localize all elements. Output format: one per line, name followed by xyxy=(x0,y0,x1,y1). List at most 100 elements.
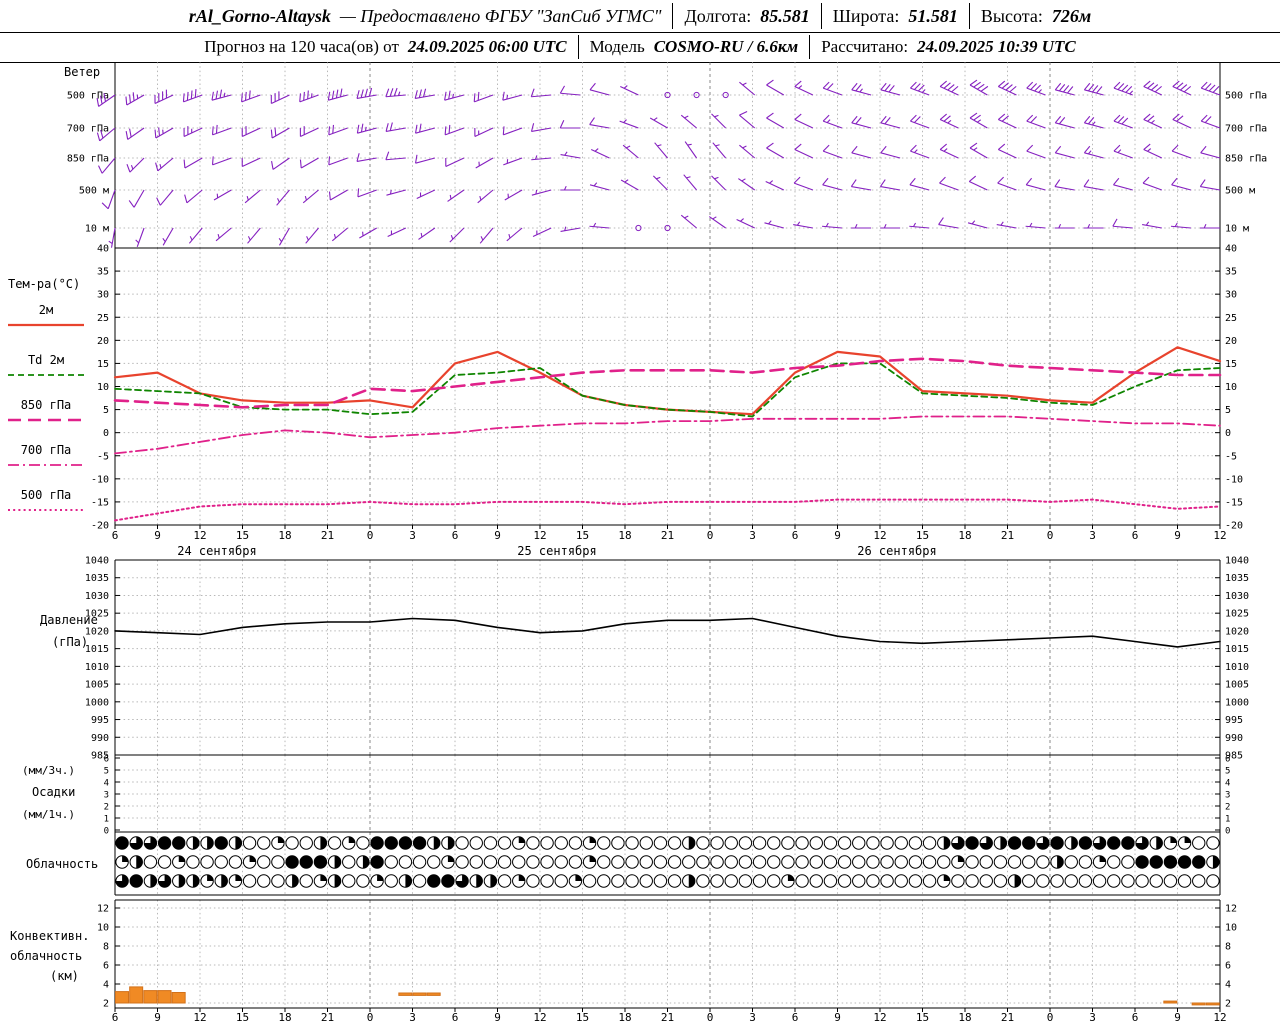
cloud-cover-icon xyxy=(144,836,157,850)
wind-barb-staff xyxy=(159,189,174,206)
wind-barb-halftick xyxy=(714,176,719,180)
wind-barb-halftick xyxy=(162,237,166,243)
wind-barb-halftick xyxy=(626,145,631,149)
wind-barb-halftick xyxy=(687,143,692,146)
y-tick-label: 15 xyxy=(97,359,109,370)
hour-label: 9 xyxy=(154,1011,161,1024)
wind-barb-tick xyxy=(1147,115,1155,122)
wind-barb-staff xyxy=(939,86,959,96)
cloud-cover-icon xyxy=(667,855,682,869)
wind-barb-tick xyxy=(190,90,193,100)
cloud-cover-icon xyxy=(1150,855,1163,869)
y-tick-label: 10 xyxy=(1225,382,1237,393)
wind-barb-icon xyxy=(414,88,435,100)
wind-barb-icon xyxy=(270,127,290,139)
wind-barb-staff xyxy=(244,189,261,204)
y-tick-label: 2 xyxy=(1225,999,1231,1010)
cloud-cover-icon xyxy=(115,836,129,850)
wind-barb-tick xyxy=(132,92,135,101)
wind-barb-tick xyxy=(1183,85,1192,93)
wind-barb-staff xyxy=(851,152,872,159)
y-tick-label: 3 xyxy=(104,791,109,801)
hour-label: 6 xyxy=(792,1011,799,1024)
wind-barb-staff xyxy=(910,120,930,129)
wind-barb-icon xyxy=(851,82,872,96)
wind-barb-tick xyxy=(977,83,985,90)
wind-barb-staff xyxy=(1113,120,1133,129)
cloud-cover-icon xyxy=(688,874,695,888)
panel-title: Давление xyxy=(40,613,98,627)
wind-barb-staff xyxy=(1113,150,1133,159)
wind-barb-staff xyxy=(590,149,610,159)
wind-barb-staff xyxy=(475,157,494,169)
cloud-cover-icon xyxy=(738,836,753,850)
cloud-cover-icon xyxy=(1121,874,1135,888)
cloud-cover-icon xyxy=(271,855,285,869)
cloud-cover-icon xyxy=(447,855,455,862)
wind-barb-icon xyxy=(880,82,901,96)
wind-barb-staff xyxy=(1200,152,1221,159)
wind-barb-icon xyxy=(822,81,843,96)
hour-label: 12 xyxy=(1213,1011,1226,1024)
wind-barb-halftick xyxy=(1038,89,1042,93)
y-tick-label: 1040 xyxy=(1225,556,1249,567)
cloud-cover-icon xyxy=(943,836,950,850)
hour-label: 15 xyxy=(236,1011,249,1024)
wind-barb-halftick xyxy=(769,180,774,184)
cloud-cover-icon xyxy=(554,836,568,850)
wind-barb-tick xyxy=(96,132,101,142)
panel-title: (км) xyxy=(50,969,79,983)
cloud-cover-icon xyxy=(696,855,710,869)
wind-barb-staff xyxy=(1026,184,1046,191)
wind-barb-staff xyxy=(1171,150,1192,159)
cloud-cover-icon xyxy=(200,855,214,869)
wind-barb-staff xyxy=(1026,87,1046,96)
legend-label: 500 гПа xyxy=(21,488,72,502)
cloud-cover-icon xyxy=(1156,836,1163,850)
cloud-cover-icon xyxy=(597,855,611,869)
wind-barb-staff xyxy=(444,94,465,101)
wind-barb-tick xyxy=(968,175,977,182)
hour-label: 9 xyxy=(834,1011,841,1024)
cloud-cover-icon xyxy=(1135,874,1149,888)
cloud-cover-icon xyxy=(455,874,469,888)
cloud-cover-icon xyxy=(130,836,143,850)
wind-level-label: 700 гПа xyxy=(67,124,109,135)
cloud-cover-icon xyxy=(1121,855,1135,869)
wind-barb-staff xyxy=(385,157,406,161)
wind-barb-staff xyxy=(386,189,406,196)
wind-barb-halftick xyxy=(712,216,717,220)
cloud-cover-icon xyxy=(625,874,639,888)
cloud-cover-icon xyxy=(965,855,979,869)
wind-barb-staff xyxy=(503,157,523,166)
wind-barb-halftick xyxy=(389,189,392,195)
wind-barb-tick xyxy=(100,129,104,139)
wind-barb-staff xyxy=(708,216,726,229)
cloud-cover-icon xyxy=(625,836,639,850)
cloud-cover-icon xyxy=(667,874,682,888)
cloud-cover-icon xyxy=(192,874,200,888)
wind-barb-staff xyxy=(1055,89,1075,96)
wind-barb-staff xyxy=(680,214,697,229)
wind-barb-tick xyxy=(997,113,1006,120)
legend-label: 850 гПа xyxy=(21,398,72,412)
wind-barb-icon xyxy=(589,117,610,129)
wind-barb-tick xyxy=(1083,82,1091,91)
wind-barb-tick xyxy=(851,82,858,91)
cloud-cover-icon xyxy=(724,836,738,850)
hour-label: 9 xyxy=(494,529,501,542)
cloud-cover-icon xyxy=(178,874,185,888)
wind-barb-staff xyxy=(271,127,290,139)
cloud-cover-icon xyxy=(433,836,440,850)
wind-barb-icon xyxy=(531,155,552,161)
wind-barb-staff xyxy=(328,127,348,136)
wind-barb-icon xyxy=(211,124,232,136)
convective-cloud-bar xyxy=(171,992,186,1004)
wind-barb-staff xyxy=(444,127,465,136)
wind-barb-tick xyxy=(1154,85,1162,93)
wind-barb-tick xyxy=(1001,115,1009,122)
wind-barb-staff xyxy=(822,184,843,191)
y-tick-label: 1015 xyxy=(1225,644,1249,655)
hour-label: 15 xyxy=(576,529,589,542)
